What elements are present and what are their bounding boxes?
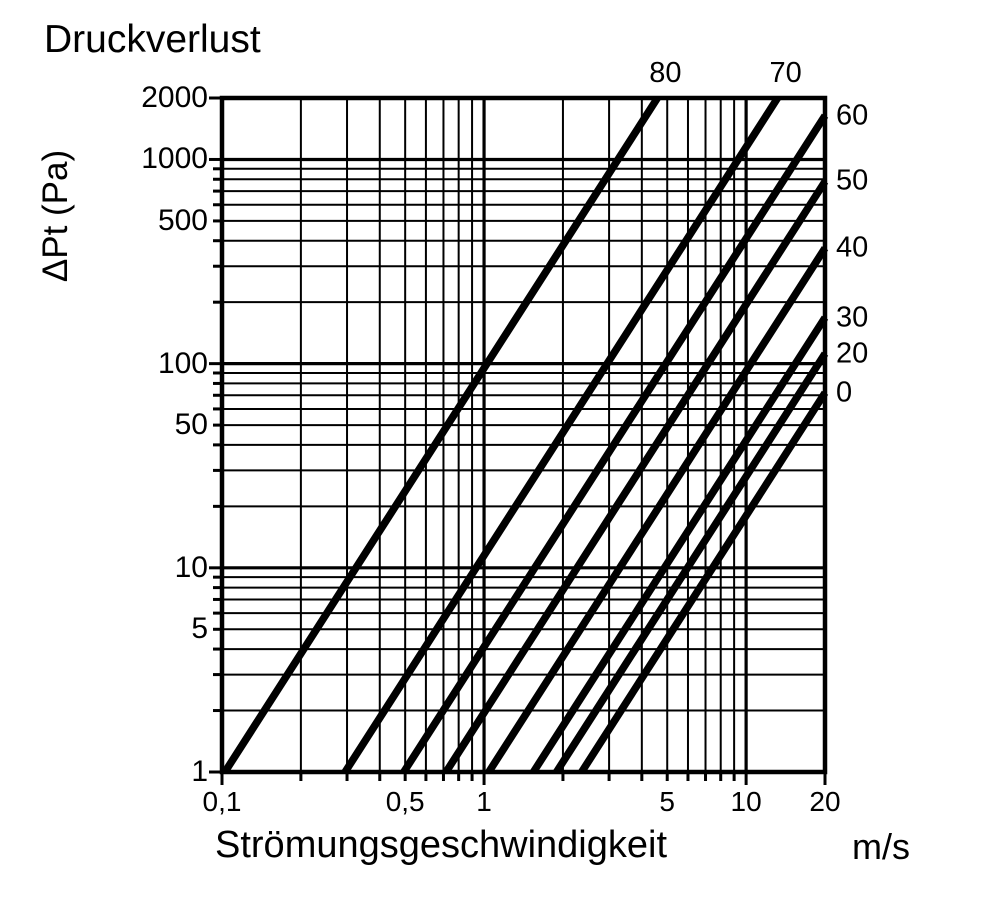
right-tick-label-30: 30 bbox=[836, 301, 869, 334]
series-line-60 bbox=[400, 113, 829, 775]
x-tick-label: 20 bbox=[809, 786, 841, 817]
right-tick-label-60: 60 bbox=[836, 99, 869, 132]
series-line-50 bbox=[442, 179, 829, 775]
series-line-0 bbox=[578, 390, 829, 775]
y-tick-label: 500 bbox=[157, 203, 208, 237]
x-axis-label: Strömungsgeschwindigkeit bbox=[215, 824, 668, 866]
right-tick-label-40: 40 bbox=[836, 231, 869, 264]
y-tick-label: 2000 bbox=[141, 81, 208, 114]
y-tick-label: 10 bbox=[174, 550, 208, 584]
y-tick-label: 5 bbox=[191, 612, 208, 646]
x-axis-unit: m/s bbox=[852, 826, 910, 867]
series-line-30 bbox=[530, 315, 829, 775]
right-tick-label-0: 0 bbox=[836, 376, 853, 409]
y-tick-label: 50 bbox=[174, 408, 208, 442]
right-tick-label-20: 20 bbox=[836, 337, 869, 370]
right-tick-label-50: 50 bbox=[836, 164, 869, 197]
plot-frame bbox=[219, 95, 828, 775]
x-tick-label: 0,1 bbox=[202, 786, 242, 817]
series-line-80 bbox=[221, 95, 661, 775]
x-tick-label: 10 bbox=[730, 786, 762, 817]
series-line-70 bbox=[341, 95, 781, 775]
y-tick-label: 100 bbox=[157, 346, 208, 380]
x-tick-label: 0,5 bbox=[385, 786, 425, 817]
x-tick-label: 5 bbox=[659, 786, 676, 817]
series-line-40 bbox=[485, 246, 829, 775]
top-tick-label-70: 70 bbox=[769, 57, 802, 89]
series-line-20 bbox=[553, 351, 829, 775]
x-tick-label: 1 bbox=[476, 786, 492, 817]
top-tick-label-80: 80 bbox=[649, 57, 682, 89]
y-tick-label: 1 bbox=[191, 755, 208, 788]
y-tick-label: 1000 bbox=[141, 142, 208, 176]
chart-title: Druckverlust bbox=[44, 18, 261, 61]
